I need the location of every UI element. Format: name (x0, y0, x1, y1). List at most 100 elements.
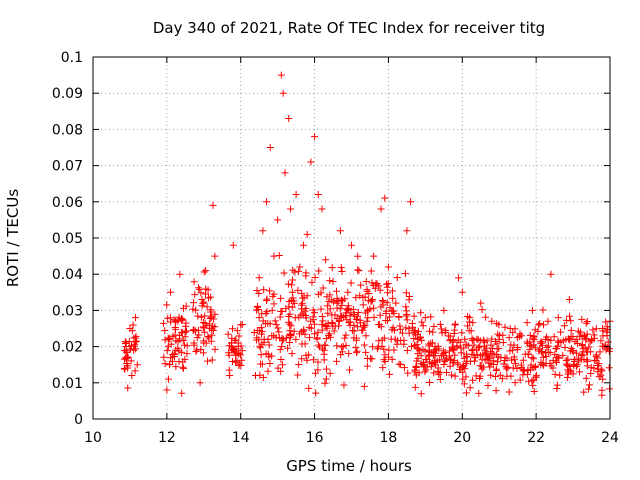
data-point (290, 299, 298, 307)
data-point (182, 327, 190, 335)
data-point (559, 351, 567, 359)
data-point (402, 312, 410, 320)
data-point (326, 369, 334, 377)
data-point (131, 367, 139, 375)
data-point (529, 334, 537, 342)
data-point (270, 300, 278, 308)
data-point (562, 316, 570, 324)
data-point (375, 321, 383, 329)
data-point (532, 373, 540, 381)
data-point (367, 297, 375, 305)
data-point (597, 337, 605, 345)
data-point (127, 342, 135, 350)
data-point (576, 328, 584, 336)
data-point (386, 370, 394, 378)
y-axis-ticks: 0 0.01 0.02 0.03 0.04 0.05 0.06 0.07 0.08 0.09 0.1 (52, 50, 610, 428)
data-point (132, 334, 140, 342)
data-point (582, 374, 590, 382)
data-point (470, 351, 478, 359)
data-point (333, 287, 341, 295)
data-point (337, 263, 345, 271)
data-point (129, 321, 137, 329)
data-point (535, 347, 543, 355)
data-point (388, 287, 396, 295)
x-tick-label: 20 (453, 430, 471, 446)
data-point (530, 388, 538, 396)
data-point (477, 299, 485, 307)
data-point (573, 349, 581, 357)
data-point (130, 346, 138, 354)
data-point (495, 321, 503, 329)
data-point (277, 308, 285, 316)
data-point (575, 368, 583, 376)
data-point (569, 348, 577, 356)
data-point (564, 368, 572, 376)
data-point (183, 342, 191, 350)
data-point (203, 303, 211, 311)
data-point (376, 311, 384, 319)
data-point (527, 361, 535, 369)
data-point (396, 322, 404, 330)
data-point (325, 330, 333, 338)
data-point (279, 89, 287, 97)
data-point (454, 336, 462, 344)
data-point (191, 291, 199, 299)
data-point (446, 362, 454, 370)
data-point (463, 352, 471, 360)
data-point (367, 267, 375, 275)
x-axis-ticks: 10 12 14 16 18 20 22 24 (84, 57, 619, 446)
data-point (260, 338, 268, 346)
data-point (544, 335, 552, 343)
data-point (298, 289, 306, 297)
data-point (430, 369, 438, 377)
data-point (314, 191, 322, 199)
data-point (277, 356, 285, 364)
data-point (605, 347, 613, 355)
y-tick-label: 0.02 (52, 340, 83, 356)
data-point (351, 312, 359, 320)
data-point (488, 335, 496, 343)
data-point (494, 330, 502, 338)
data-point (287, 322, 295, 330)
data-point (192, 306, 200, 314)
data-point (193, 334, 201, 342)
data-point (277, 71, 285, 79)
data-point (513, 365, 521, 373)
data-point (262, 310, 270, 318)
data-point (415, 369, 423, 377)
data-point (309, 356, 317, 364)
data-point (414, 354, 422, 362)
data-point (486, 353, 494, 361)
data-point (411, 383, 419, 391)
data-point (277, 294, 285, 302)
y-tick-label: 0.05 (52, 231, 83, 247)
data-point (574, 354, 582, 362)
data-point (278, 342, 286, 350)
data-point (208, 356, 216, 364)
data-point (394, 337, 402, 345)
y-tick-label: 0.04 (52, 267, 83, 283)
data-point (268, 352, 276, 360)
data-point (512, 360, 520, 368)
data-point (159, 319, 167, 327)
data-point (181, 328, 189, 336)
data-point (207, 314, 215, 322)
data-point (124, 353, 132, 361)
data-point (333, 299, 341, 307)
data-point (436, 320, 444, 328)
data-point (510, 341, 518, 349)
data-point (598, 367, 606, 375)
data-point (543, 343, 551, 351)
data-point (462, 360, 470, 368)
data-point (386, 304, 394, 312)
data-point (166, 334, 174, 342)
data-point (503, 365, 511, 373)
data-point (301, 340, 309, 348)
data-point (354, 308, 362, 316)
data-point (306, 334, 314, 342)
data-point (253, 302, 261, 310)
y-tick-label: 0.1 (61, 50, 83, 66)
data-point (509, 364, 517, 372)
data-point (128, 372, 136, 380)
